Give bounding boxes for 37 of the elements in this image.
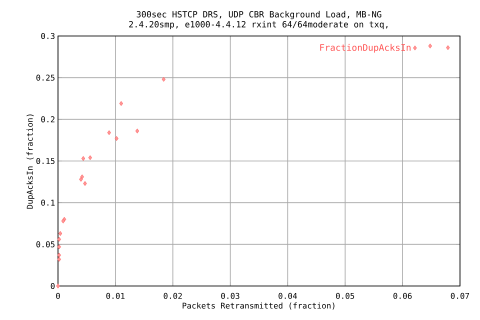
point [57, 236, 61, 242]
x-tick-label: 0.03 [221, 292, 240, 299]
point [57, 244, 61, 250]
point [107, 130, 111, 136]
x-tick-label: 0.04 [278, 292, 297, 299]
point [56, 284, 60, 288]
y-axis-title: DupAcksIn (fraction) [26, 114, 34, 209]
x-tick-label: 0.02 [164, 292, 182, 299]
point [81, 156, 86, 161]
point [58, 231, 62, 236]
x-axis-title: Packets Retransmitted (fraction) [182, 302, 334, 310]
point [428, 44, 432, 48]
point [57, 252, 61, 258]
x-tick-label: 0.05 [336, 292, 354, 299]
point [446, 45, 450, 50]
y-tick-label: 0.3 [41, 32, 55, 40]
y-tick-label: 0 [50, 282, 55, 290]
y-tick-label: 0.25 [36, 74, 54, 81]
point [83, 181, 87, 186]
chart-subtitle: 2.4.20smp, e1000-4.4.12 rxint 64/64moderate on txq, [129, 20, 388, 30]
x-tick-label: 0 [56, 292, 60, 299]
y-tick-label: 0.15 [36, 158, 54, 164]
x-tick-label: 0.07 [450, 292, 470, 299]
x-tick-label: 0.01 [106, 292, 125, 299]
y-tick-label: 0.2 [41, 116, 54, 122]
point [162, 76, 166, 82]
chart-title: 300sec HSTCP DRS, UDP CBR Background Load, MB-NG [136, 10, 382, 20]
point [79, 176, 83, 182]
point [57, 256, 61, 262]
y-tick-label: 0.1 [41, 200, 55, 206]
legend-label: FractionDupAcksIn [320, 44, 411, 53]
point [135, 128, 140, 134]
point [88, 155, 92, 160]
y-tick-label: 0.05 [36, 241, 54, 248]
point [119, 101, 124, 106]
point [114, 136, 118, 141]
x-tick-label: 0.06 [393, 292, 412, 299]
